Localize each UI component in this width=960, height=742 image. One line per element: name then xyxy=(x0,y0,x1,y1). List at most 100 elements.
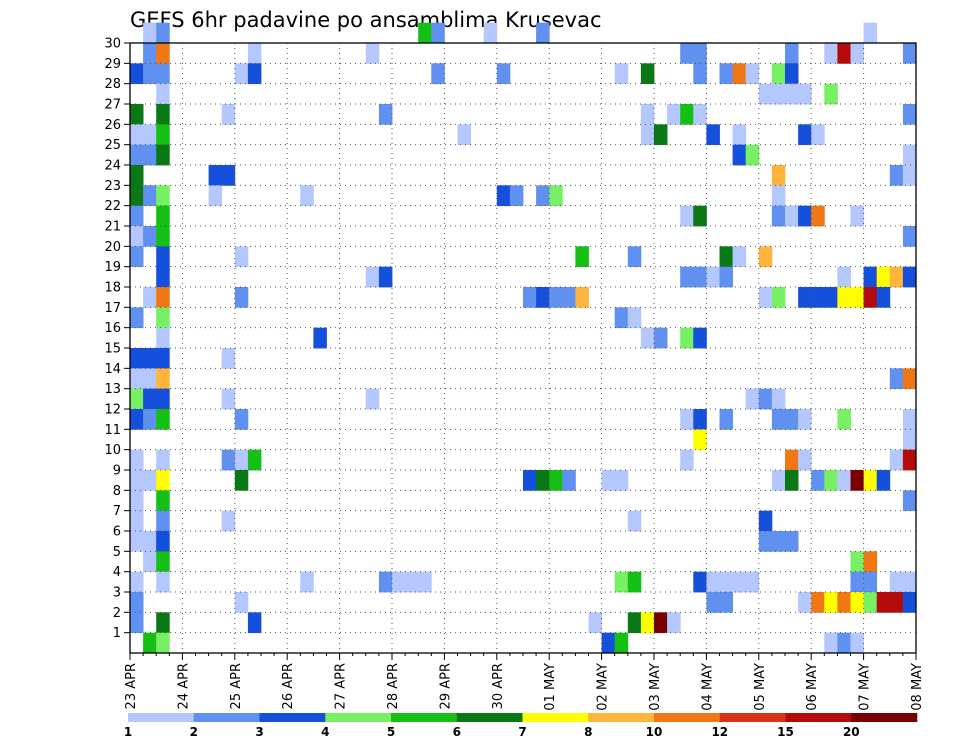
heatmap-cell xyxy=(640,327,655,349)
y-tick-label: 20 xyxy=(104,240,121,255)
heatmap-cell xyxy=(143,632,157,654)
heatmap-cell xyxy=(392,571,406,593)
heatmap-cell xyxy=(732,63,747,85)
x-tick-label: 29 APR xyxy=(438,663,453,709)
y-tick-label: 26 xyxy=(104,118,121,133)
heatmap-cell xyxy=(457,124,471,146)
heatmap-cell xyxy=(640,124,655,146)
heatmap-cell xyxy=(130,571,144,593)
heatmap-cell xyxy=(706,266,720,288)
heatmap-cell xyxy=(627,571,642,593)
heatmap-cell xyxy=(902,226,917,247)
heatmap-cell xyxy=(798,83,812,105)
heatmap-cell xyxy=(693,266,707,288)
heatmap-cell xyxy=(143,144,157,166)
heatmap-cell xyxy=(143,470,157,491)
heatmap-cell xyxy=(811,205,825,227)
heatmap-cell xyxy=(156,246,170,268)
heatmap-cell xyxy=(680,409,694,430)
heatmap-cell xyxy=(785,205,799,227)
heatmap-cell xyxy=(771,205,786,227)
heatmap-cell xyxy=(614,470,629,491)
heatmap-cell xyxy=(902,592,917,613)
heatmap-cell xyxy=(732,124,747,146)
heatmap-cell xyxy=(850,43,864,64)
heatmap-cell xyxy=(902,165,917,186)
heatmap-cell xyxy=(234,592,249,613)
heatmap-cell xyxy=(143,531,157,552)
heatmap-cell xyxy=(156,612,170,634)
heatmap-cell xyxy=(130,205,144,227)
y-tick-label: 25 xyxy=(104,138,121,153)
heatmap-cell xyxy=(523,287,537,308)
heatmap-cell xyxy=(156,327,170,349)
heatmap-cell xyxy=(798,449,812,471)
heatmap-cell xyxy=(824,470,838,491)
heatmap-cell xyxy=(667,104,681,125)
heatmap-cell xyxy=(130,531,144,552)
heatmap-cell xyxy=(208,185,223,207)
heatmap-cell xyxy=(798,592,812,613)
heatmap-cell xyxy=(221,449,236,471)
heatmap-cell xyxy=(156,510,170,532)
heatmap-cell xyxy=(234,470,249,491)
y-tick-label: 4 xyxy=(113,565,121,580)
heatmap-cell xyxy=(143,409,157,430)
heatmap-cell xyxy=(824,632,838,654)
y-tick-label: 21 xyxy=(104,220,121,235)
heatmap-cell xyxy=(418,571,432,593)
heatmap-cell xyxy=(876,470,891,491)
heatmap-cell xyxy=(588,612,602,634)
heatmap-cell xyxy=(536,287,550,308)
heatmap-cell xyxy=(536,22,550,44)
heatmap-cell xyxy=(431,63,445,85)
y-tick-label: 6 xyxy=(113,525,121,540)
legend-swatch xyxy=(522,713,589,722)
heatmap-cell xyxy=(536,185,550,207)
heatmap-cell xyxy=(693,429,707,451)
heatmap-cell xyxy=(405,571,419,593)
heatmap-cell xyxy=(785,409,799,430)
heatmap-cell xyxy=(130,388,144,410)
heatmap-cell xyxy=(837,287,851,308)
heatmap-cell xyxy=(693,43,707,64)
heatmap-cell xyxy=(850,592,864,613)
heatmap-cell xyxy=(811,124,825,146)
heatmap-cell xyxy=(811,592,825,613)
heatmap-cell xyxy=(156,388,170,410)
heatmap-cell xyxy=(863,571,878,593)
heatmap-cell xyxy=(156,266,170,288)
heatmap-cell xyxy=(719,571,733,593)
heatmap-cell xyxy=(889,368,904,390)
heatmap-cell xyxy=(549,470,563,491)
chart-title: GEFS 6hr padavine po ansamblima Krusevac xyxy=(130,8,602,32)
heatmap-cell xyxy=(156,348,170,369)
heatmap-cell xyxy=(902,144,917,166)
y-tick-label: 17 xyxy=(104,301,121,316)
heatmap-cell xyxy=(130,226,144,247)
x-tick-label: 04 MAY xyxy=(700,663,715,711)
heatmap-cell xyxy=(654,327,668,349)
heatmap-cell xyxy=(719,246,733,268)
x-tick-label: 23 APR xyxy=(124,663,139,709)
heatmap-cell xyxy=(758,246,773,268)
heatmap-cell xyxy=(745,63,760,85)
heatmap-cell xyxy=(798,124,812,146)
y-tick-label: 30 xyxy=(104,37,121,52)
heatmap-cell xyxy=(562,287,576,308)
heatmap-cell xyxy=(614,571,629,593)
heatmap-cell xyxy=(247,43,262,64)
heatmap-cell xyxy=(902,429,917,451)
y-tick-label: 2 xyxy=(113,606,121,621)
heatmap-cell xyxy=(523,470,537,491)
heatmap-cell xyxy=(234,63,249,85)
heatmap-cell xyxy=(876,266,891,288)
heatmap-cell xyxy=(850,470,864,491)
legend-label: 20 xyxy=(843,725,860,739)
heatmap-cell xyxy=(156,104,170,125)
heatmap-cell xyxy=(863,470,878,491)
heatmap-cell xyxy=(431,22,445,44)
legend-swatch xyxy=(654,713,721,722)
heatmap-cell xyxy=(680,449,694,471)
heatmap-cell xyxy=(221,104,236,125)
